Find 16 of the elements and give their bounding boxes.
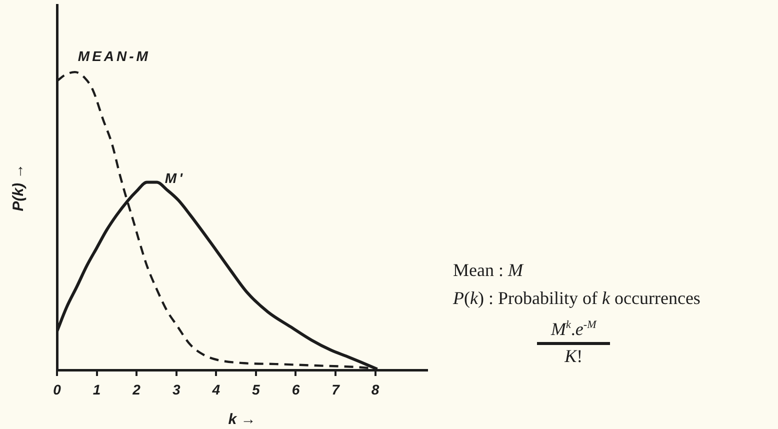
x-tick-label: 7 — [332, 381, 341, 398]
x-axis-title: k → — [228, 411, 256, 428]
text: P(k) : Probability of k occurrences — [453, 287, 700, 310]
x-tick-label: 4 — [211, 381, 220, 398]
text: K! — [564, 345, 584, 367]
text: Mean : M — [453, 259, 525, 282]
y-axis-title: P(k) → — [10, 164, 28, 212]
x-tick-label: 2 — [132, 381, 141, 398]
series-label: M' — [164, 170, 185, 186]
x-tick-label: 3 — [172, 381, 180, 398]
x-tick-label: 1 — [92, 381, 101, 398]
x-tick-label: 8 — [371, 381, 380, 398]
x-tick-label: 6 — [292, 381, 300, 398]
x-tick-label: 0 — [53, 381, 62, 398]
x-tick-label: 5 — [252, 381, 260, 398]
series-label: MEAN-M — [78, 48, 150, 64]
